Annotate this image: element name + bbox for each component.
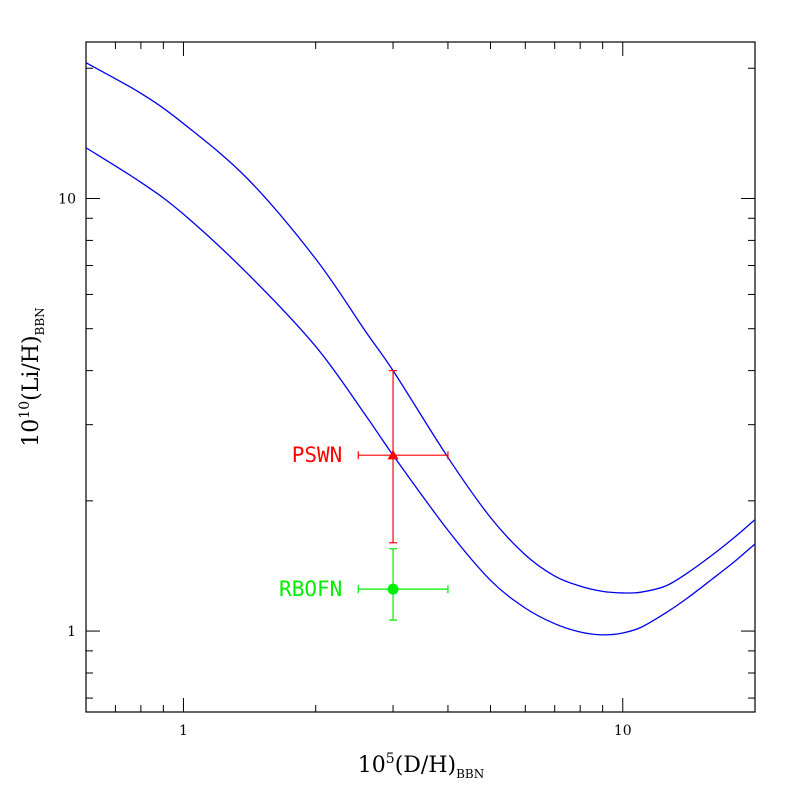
pswn-label: PSWN bbox=[292, 443, 343, 467]
rbofn-marker bbox=[387, 583, 399, 595]
series-line-1 bbox=[85, 62, 756, 594]
series-line-2 bbox=[85, 147, 756, 636]
x-axis-label: 105(D/H)BBN bbox=[358, 751, 484, 781]
x-tick-label: 10 bbox=[614, 723, 632, 739]
x-tick-label: 1 bbox=[179, 723, 188, 739]
y-tick-label: 10 bbox=[58, 191, 76, 207]
y-axis-label: 1010(Li/H)BBN bbox=[17, 307, 47, 446]
series-layer bbox=[85, 62, 756, 636]
y-tick-label: 1 bbox=[67, 624, 76, 640]
plot-frame bbox=[85, 41, 756, 713]
pswn-marker bbox=[387, 449, 399, 460]
tick-labels: 1 10 1 10 bbox=[58, 191, 631, 739]
minor-ticks bbox=[85, 42, 756, 712]
points-layer: PSWN RBOFN bbox=[279, 370, 449, 621]
major-ticks bbox=[86, 42, 755, 712]
rbofn-label: RBOFN bbox=[279, 577, 342, 601]
